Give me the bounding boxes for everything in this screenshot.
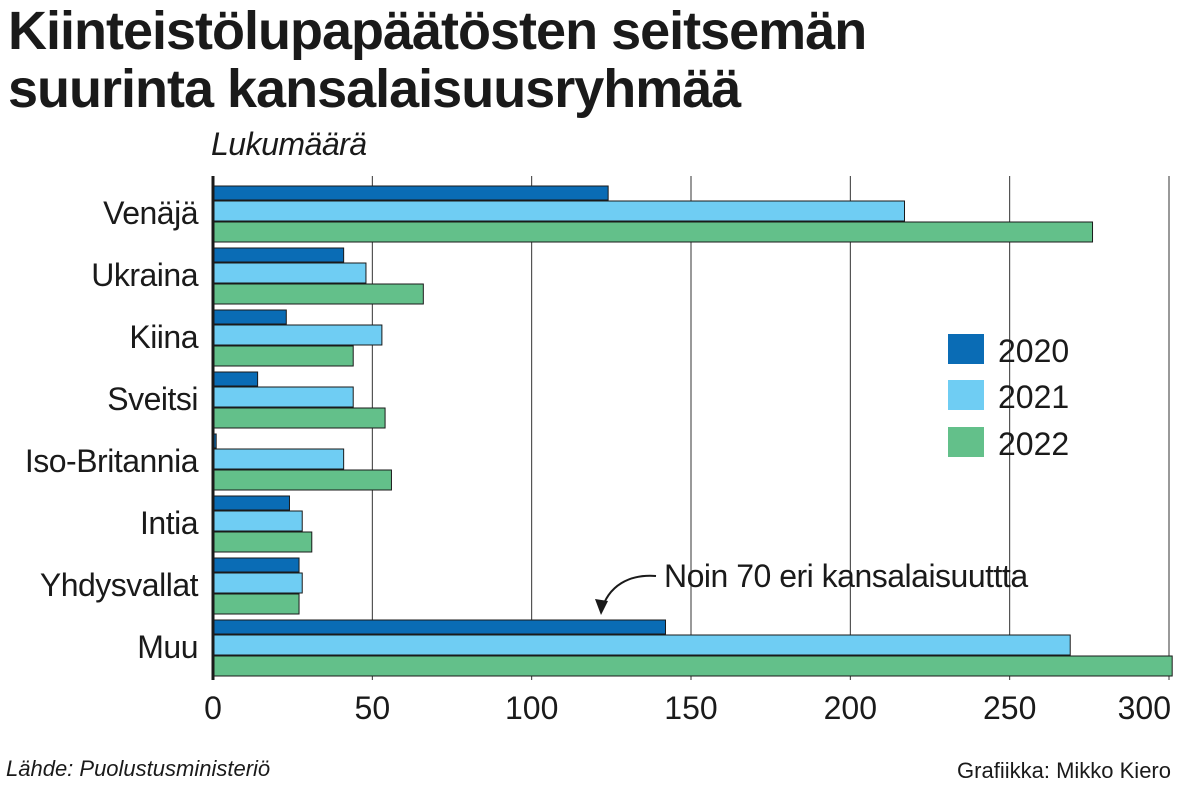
chart-title-line-1: Kiinteistölupapäätösten seitsemän [8, 1, 867, 61]
axis-unit-label: Lukumäärä [211, 126, 367, 162]
x-tick-label: 0 [204, 690, 222, 726]
chart-title: Kiinteistölupapäätösten seitsemän suurin… [8, 2, 1168, 118]
x-tick-label: 300 [1118, 690, 1171, 726]
bar-2021 [212, 262, 367, 284]
bar-2021 [212, 324, 383, 346]
bar-2021 [212, 510, 303, 532]
bar-2022 [212, 407, 386, 429]
legend-label: 2022 [998, 426, 1069, 462]
annotation-text: Noin 70 eri kansalaisuuttta [664, 558, 1028, 594]
bar-2022 [212, 221, 1094, 243]
category-label: Muu [137, 629, 198, 665]
bar-2022 [212, 531, 313, 553]
source-note: Lähde: Puolustusministeriö [6, 756, 271, 781]
bar-2020 [212, 371, 259, 387]
category-label: Kiina [129, 319, 198, 355]
category-label: Yhdysvallat [40, 567, 199, 603]
legend-label: 2020 [998, 333, 1069, 369]
category-label: Iso-Britannia [25, 443, 199, 479]
graphics-credit: Grafiikka: Mikko Kiero [957, 758, 1171, 783]
x-tick-label: 200 [824, 690, 877, 726]
bar-2021 [212, 200, 906, 222]
bar-2020 [212, 619, 667, 635]
bar-2021 [212, 572, 303, 594]
bar-2021 [212, 634, 1071, 656]
bar-2022 [212, 655, 1173, 677]
x-tick-label: 50 [355, 690, 391, 726]
legend-swatch-2020 [948, 334, 984, 364]
category-label: Venäjä [103, 195, 199, 231]
x-tick-label: 250 [983, 690, 1036, 726]
bar-2020 [212, 557, 300, 573]
chart-title-line-2: suurinta kansalaisuusryhmää [8, 59, 741, 119]
bar-2020 [212, 247, 345, 263]
bar-2021 [212, 448, 345, 470]
legend-swatch-2021 [948, 380, 984, 410]
bar-2020 [212, 309, 287, 325]
annotation-arrowhead [595, 599, 608, 615]
bar-2022 [212, 469, 392, 491]
category-label: Sveitsi [107, 381, 198, 417]
category-label: Ukraina [91, 257, 198, 293]
x-tick-label: 150 [664, 690, 717, 726]
bar-2020 [212, 185, 609, 201]
category-label: Intia [140, 505, 199, 541]
legend-swatch-2022 [948, 427, 984, 457]
bar-2022 [212, 283, 424, 305]
bar-2022 [212, 593, 300, 615]
annotation-arrow-line [600, 574, 657, 613]
legend-label: 2021 [998, 379, 1069, 415]
bar-2021 [212, 386, 354, 408]
bar-2022 [212, 345, 354, 367]
x-tick-label: 100 [505, 690, 558, 726]
bar-2020 [212, 495, 290, 511]
